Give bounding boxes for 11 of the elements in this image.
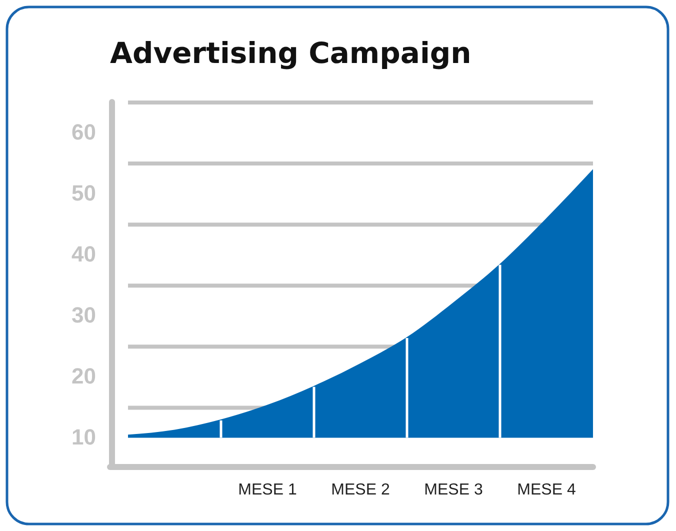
x-tick-label: MESE 3 — [424, 481, 483, 498]
y-tick-label: 30 — [72, 302, 96, 328]
y-tick-label: 10 — [72, 424, 96, 450]
chart-title: Advertising Campaign — [110, 36, 472, 70]
x-tick-label: MESE 1 — [238, 481, 297, 498]
y-tick-label: 20 — [72, 364, 96, 389]
y-tick-label: 60 — [72, 120, 96, 145]
y-tick-label: 40 — [72, 242, 96, 267]
x-tick-label: MESE 4 — [517, 481, 576, 498]
y-tick-label: 50 — [72, 180, 96, 206]
x-tick-label: MESE 2 — [331, 481, 390, 498]
